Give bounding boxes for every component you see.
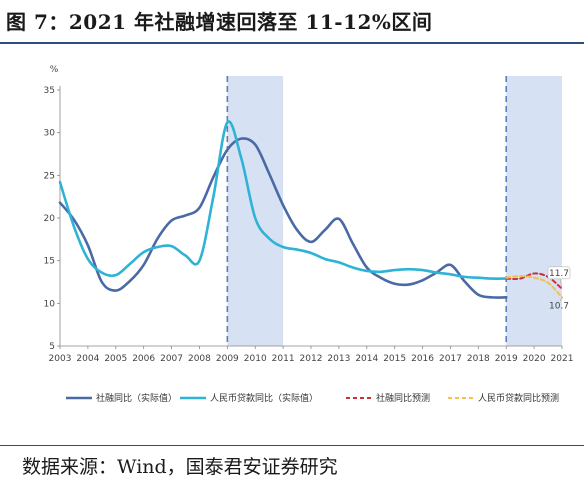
- y-tick-label: 30: [44, 129, 56, 139]
- shaded-period-1: [227, 76, 284, 346]
- shaded-periods: [226, 76, 562, 346]
- y-tick-label: 15: [44, 257, 55, 267]
- y-tick-label: 35: [44, 86, 55, 96]
- legend-label-sheRong-forecast: 社融同比预测: [376, 392, 430, 404]
- x-tick-label: 2019: [495, 354, 518, 364]
- series-lines: [58, 120, 563, 299]
- y-tick-label: 25: [44, 171, 55, 181]
- title-divider: [0, 42, 584, 44]
- x-tick-label: 2018: [467, 354, 490, 364]
- x-tick-label: 2008: [188, 354, 211, 364]
- x-tick-label: 2014: [355, 354, 378, 364]
- annotation-box: [547, 266, 571, 280]
- x-tick-label: 2013: [327, 354, 350, 364]
- x-tick-label: 2020: [523, 354, 546, 364]
- legend-label-loan-actual: 人民币贷款同比（实际值）: [210, 392, 318, 404]
- x-tick-label: 2004: [76, 354, 99, 364]
- y-axis-label: %: [50, 65, 59, 75]
- x-tick-label: 2010: [244, 354, 267, 364]
- x-tick-label: 2021: [551, 354, 574, 364]
- x-tick-label: 2003: [49, 354, 72, 364]
- source-divider: [0, 445, 584, 446]
- annotations: 11.7 10.7: [547, 266, 571, 311]
- x-tick-label: 2012: [300, 354, 323, 364]
- x-tick-label: 2011: [272, 354, 295, 364]
- legend: 社融同比（实际值） 人民币贷款同比（实际值） 社融同比预测 人民币贷款同比预测: [66, 392, 559, 404]
- series-line-loan-actual: [58, 120, 508, 280]
- series-line-loan-forecast: [505, 275, 563, 299]
- x-tick-label: 2005: [104, 354, 127, 364]
- x-tick-label: 2015: [383, 354, 406, 364]
- y-axis: % 5 10 15 20 25 30 35: [44, 65, 61, 352]
- x-axis: 2003 2004 2005 2006 2007 2008 2009 2010 2011 2012…: [49, 345, 574, 364]
- data-label: 11.7: [549, 269, 569, 279]
- series-line-sheRong-forecast: [505, 272, 563, 290]
- data-label: 10.7: [549, 301, 569, 311]
- line-chart: % 5 10 15 20 25 30 35 2003 2004 2005 2006 2007 2008…: [44, 65, 574, 404]
- y-tick-label: 5: [49, 342, 55, 352]
- x-tick-label: 2009: [216, 354, 239, 364]
- y-tick-label: 20: [44, 214, 56, 224]
- legend-label-sheRong-actual: 社融同比（实际值）: [96, 392, 177, 404]
- figure-title: 图 7：2021 年社融增速回落至 11-12%区间: [6, 10, 433, 34]
- series-line-sheRong-actual: [58, 137, 508, 299]
- annotation-leader: [559, 278, 563, 289]
- x-tick-label: 2016: [411, 354, 434, 364]
- annotation-leader: [559, 297, 563, 302]
- y-tick-label: 10: [44, 299, 56, 309]
- x-tick-label: 2017: [439, 354, 462, 364]
- source-note: 数据来源：Wind，国泰君安证券研究: [22, 456, 338, 478]
- shaded-period-2: [506, 76, 562, 346]
- x-tick-label: 2007: [160, 354, 183, 364]
- x-tick-label: 2006: [132, 354, 155, 364]
- legend-label-loan-forecast: 人民币贷款同比预测: [478, 392, 559, 404]
